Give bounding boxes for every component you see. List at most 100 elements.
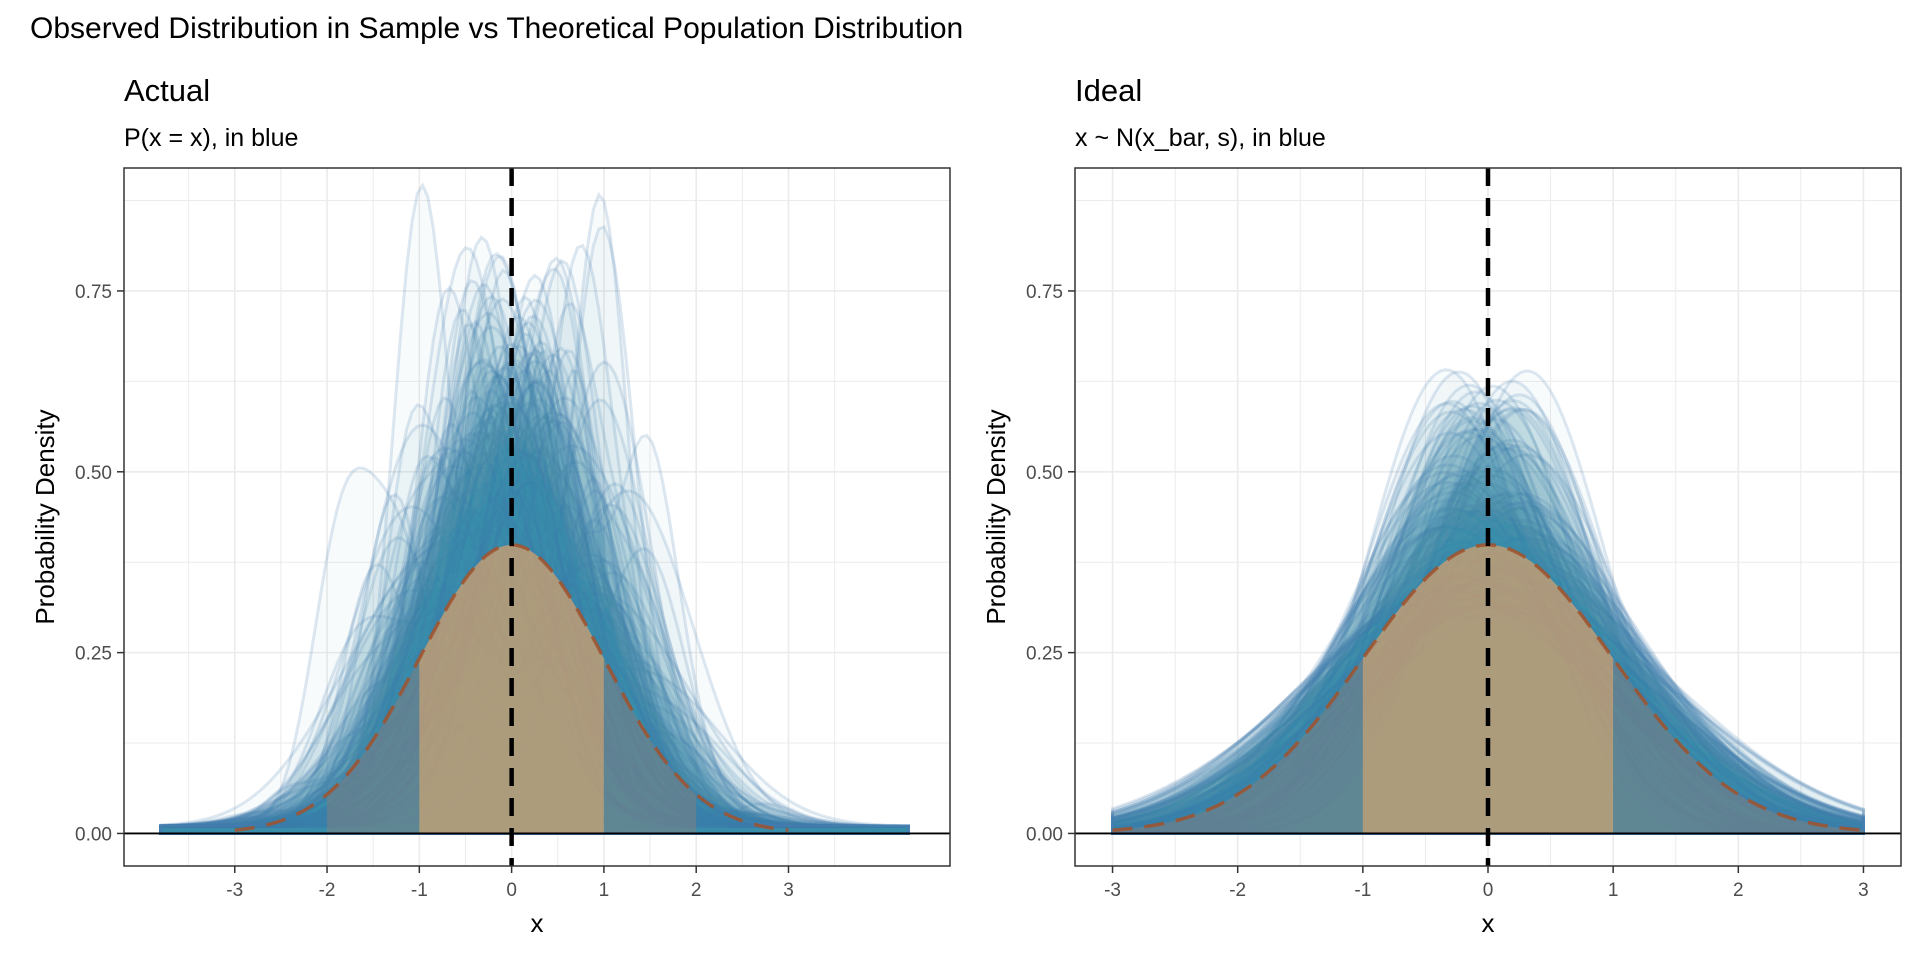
sample-density-curve (159, 344, 910, 835)
x-tick-label: 1 (599, 880, 610, 901)
panel-subtitle: P(x = x), in blue (124, 124, 298, 152)
sample-density-curve (159, 319, 910, 835)
panel-actual: Actual P(x = x), in blue Probability Den… (30, 73, 951, 938)
sample-density-curve (159, 449, 910, 835)
sample-density-curve (159, 485, 910, 835)
sample-density-curve (159, 297, 910, 835)
y-tick-label: 0.25 (75, 644, 112, 665)
x-tick-label: -1 (1354, 880, 1371, 901)
sample-density-curve (159, 387, 910, 835)
sample-density-curve (159, 496, 910, 835)
sample-density-curve (159, 471, 910, 835)
sample-density-curve (159, 502, 910, 835)
population-band (1112, 794, 1238, 834)
x-tick-label: 0 (506, 880, 517, 901)
sample-density-curve (159, 471, 910, 835)
y-tick-label: 0.00 (75, 824, 112, 845)
sample-density-curve (159, 533, 910, 835)
x-tick-label: -3 (1104, 880, 1121, 901)
sample-density-curve (159, 396, 910, 835)
panel-border (123, 167, 951, 867)
panel-title: Ideal (1075, 73, 1142, 108)
sample-density-curve (159, 478, 910, 835)
sample-density-curve (159, 451, 910, 835)
sample-density-curve (159, 481, 910, 835)
sample-density-curve (159, 346, 910, 835)
sample-density-curve (159, 450, 910, 835)
sample-density-curve (159, 360, 910, 835)
sample-density-curve (159, 446, 910, 835)
y-tick-label: 0.75 (1026, 282, 1063, 303)
sample-density-curve (159, 419, 910, 835)
sample-density-curve (159, 295, 910, 835)
sample-density-curve (159, 368, 910, 835)
sample-density-curve (159, 342, 910, 835)
sample-density-curve (159, 267, 910, 835)
sample-density-curve (159, 472, 910, 835)
sample-density-curve (159, 498, 910, 835)
sample-density-curve (159, 298, 910, 835)
sample-density-curve (159, 404, 910, 835)
grid (124, 168, 950, 866)
sample-density-curve (159, 429, 910, 835)
x-tick-label: 3 (783, 880, 794, 901)
figure-title: Observed Distribution in Sample vs Theor… (30, 12, 963, 45)
sample-density-curve (159, 353, 910, 835)
sample-density-curve (159, 273, 910, 835)
population-band (327, 658, 420, 834)
sample-density-curve (159, 243, 910, 835)
plot-area: 0.00 0.25 0.50 0.75 -3 -2 -1 0 1 2 3 (75, 167, 951, 901)
sample-density-curve (159, 460, 910, 835)
x-tick-label: -3 (226, 880, 243, 901)
sample-density-curve (159, 345, 910, 835)
x-tick-label: 0 (1483, 880, 1494, 901)
sample-density-curve (159, 401, 910, 835)
sample-density-curve (159, 449, 910, 835)
x-tick-label: 2 (691, 880, 702, 901)
x-tick-label: -2 (1229, 880, 1246, 901)
sample-density-curve (159, 348, 910, 835)
panel-ideal: Ideal x ~ N(x_bar, s), in blue Probabili… (981, 73, 1902, 938)
sample-density-curve (159, 349, 910, 835)
y-tick-label: 0.25 (1026, 644, 1063, 665)
x-tick-label: 3 (1858, 880, 1869, 901)
y-tick-label: 0.00 (1026, 824, 1063, 845)
sample-density-curve (159, 256, 910, 835)
sample-density-curve (159, 527, 910, 835)
panel-title: Actual (124, 73, 210, 108)
sample-density-curve (159, 503, 910, 835)
sample-density-curve (159, 480, 910, 835)
sample-density-curve (159, 345, 910, 835)
sample-density-curve (159, 380, 910, 835)
x-tick-label: 1 (1608, 880, 1619, 901)
sample-density-curve (159, 419, 910, 835)
sample-density-curve (159, 489, 910, 835)
sample-density-curve (159, 340, 910, 835)
sample-density-curve (159, 373, 910, 835)
sample-density-curve (159, 454, 910, 835)
sample-density-curve (159, 420, 910, 835)
sample-density-curve (159, 414, 910, 835)
sample-density-curve (159, 448, 910, 835)
sample-density-curve (159, 444, 910, 835)
sample-density-curve (159, 440, 910, 835)
sample-density-curve (159, 314, 910, 835)
sample-density-curve (159, 351, 910, 835)
sample-density-curve (159, 301, 910, 835)
sample-density-curve (159, 320, 910, 835)
sample-density-curve (159, 454, 910, 835)
sample-density-curve (159, 369, 910, 835)
sample-density-curve (159, 451, 910, 835)
sample-density-curve (159, 380, 910, 835)
sample-density-curve (159, 383, 910, 835)
x-axis-label: x (531, 908, 544, 938)
sample-density-curve (159, 430, 910, 835)
y-axis-label: Probability Density (30, 409, 60, 624)
x-tick-label: 2 (1733, 880, 1744, 901)
sample-density-curve (159, 392, 910, 835)
sample-density-curve (159, 348, 910, 835)
sample-density-curve (159, 433, 910, 835)
panel-subtitle: x ~ N(x_bar, s), in blue (1075, 124, 1326, 152)
sample-density-curve (159, 412, 910, 835)
